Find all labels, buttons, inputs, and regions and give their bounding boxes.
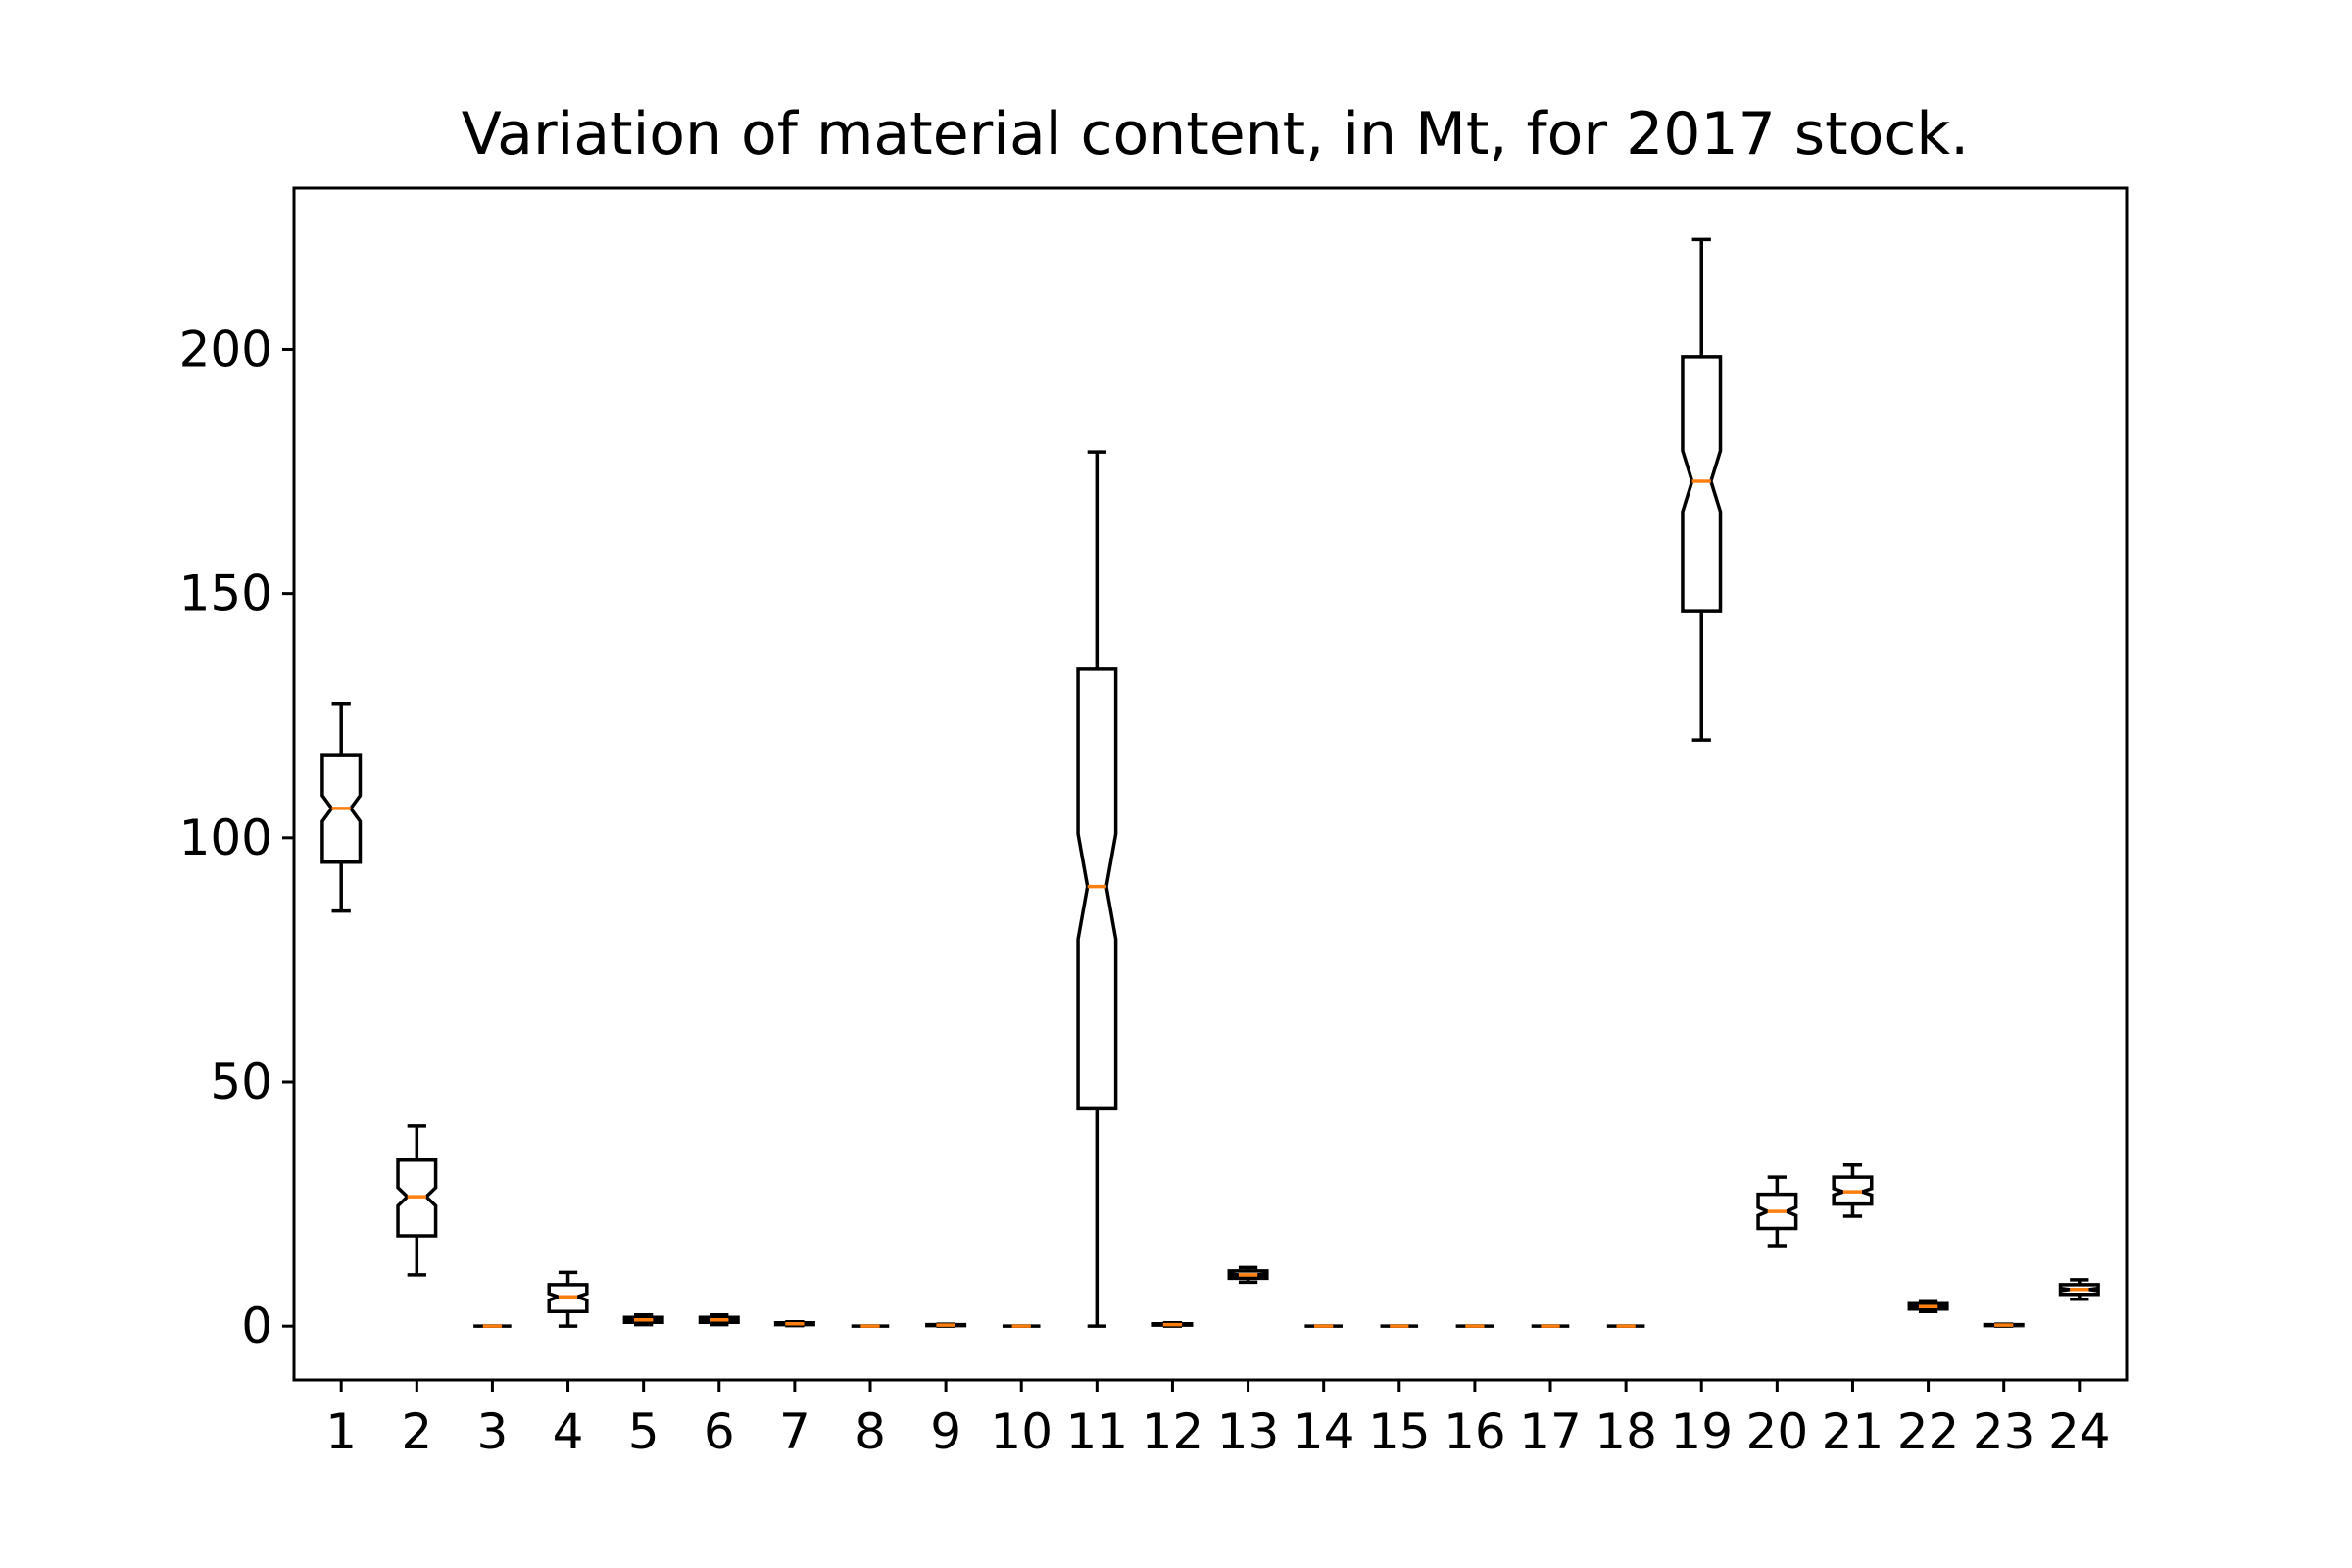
y-tick-label: 200 xyxy=(179,320,272,377)
x-tick-label: 9 xyxy=(930,1403,961,1460)
x-tick-label: 1 xyxy=(325,1403,357,1460)
x-tick-label: 3 xyxy=(477,1403,509,1460)
box-group xyxy=(2058,1278,2100,1301)
x-tick-label: 6 xyxy=(704,1403,735,1460)
box-group xyxy=(925,1322,967,1328)
x-tick-label: 23 xyxy=(1973,1403,2035,1460)
x-tick-label: 12 xyxy=(1142,1403,1204,1460)
x-tick-label: 21 xyxy=(1822,1403,1885,1460)
box-group xyxy=(1076,450,1118,1328)
box-group xyxy=(1227,1265,1269,1285)
x-tick-label: 13 xyxy=(1217,1403,1280,1460)
y-tick-label: 100 xyxy=(179,809,272,866)
x-tick-label: 5 xyxy=(628,1403,660,1460)
plot-area-frame xyxy=(292,186,2129,1382)
y-tick-label: 50 xyxy=(210,1054,272,1110)
x-tick-label: 7 xyxy=(779,1403,810,1460)
box-group xyxy=(320,702,363,913)
box-group xyxy=(773,1319,815,1328)
x-tick-label: 14 xyxy=(1293,1403,1355,1460)
x-tick-label: 20 xyxy=(1746,1403,1809,1460)
box-body xyxy=(1076,667,1118,1111)
box-body xyxy=(1681,355,1723,612)
x-tick-label: 15 xyxy=(1368,1403,1431,1460)
x-tick-label: 10 xyxy=(990,1403,1053,1460)
box-series xyxy=(320,237,2100,1328)
chart-title: Variation of material content, in Mt, fo… xyxy=(462,100,1969,169)
x-axis: 1 2 3 4 5 6 7 8 9 10 11 12 13 14 15 16 17 18 19 20 21 22 23 24 xyxy=(325,1380,2111,1460)
x-tick-label: 2 xyxy=(401,1403,432,1460)
box-group xyxy=(1152,1320,1194,1328)
x-tick-label: 4 xyxy=(553,1403,584,1460)
x-tick-label: 22 xyxy=(1897,1403,1960,1460)
box-group xyxy=(1681,237,1723,742)
x-tick-label: 18 xyxy=(1594,1403,1657,1460)
box-group xyxy=(1907,1299,1949,1313)
y-axis: 0 50 100 150 200 xyxy=(179,320,294,1354)
x-tick-label: 11 xyxy=(1066,1403,1129,1460)
x-tick-label: 8 xyxy=(855,1403,886,1460)
box-group xyxy=(1756,1175,1798,1248)
y-tick-label: 150 xyxy=(179,565,272,622)
box-group xyxy=(396,1124,438,1277)
x-tick-label: 24 xyxy=(2048,1403,2111,1460)
x-tick-label: 16 xyxy=(1444,1403,1506,1460)
box-group xyxy=(1983,1322,2025,1328)
x-tick-label: 17 xyxy=(1519,1403,1582,1460)
box-group xyxy=(1832,1162,1874,1218)
y-tick-label: 0 xyxy=(241,1298,272,1354)
box-group xyxy=(547,1270,589,1328)
box-group xyxy=(698,1312,740,1327)
x-tick-label: 19 xyxy=(1670,1403,1733,1460)
box-group xyxy=(622,1312,664,1327)
